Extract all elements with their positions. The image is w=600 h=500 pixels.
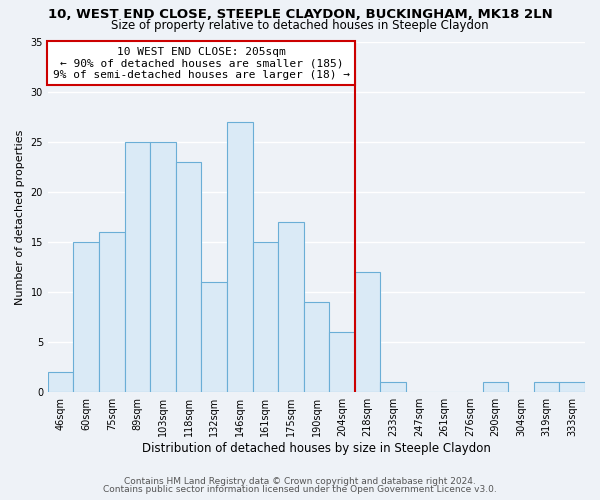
Bar [227, 122, 253, 392]
Bar [482, 382, 508, 392]
Bar [48, 372, 73, 392]
Bar [202, 282, 227, 392]
Bar [176, 162, 202, 392]
Bar [534, 382, 559, 392]
Y-axis label: Number of detached properties: Number of detached properties [15, 129, 25, 304]
Bar [380, 382, 406, 392]
Text: 10 WEST END CLOSE: 205sqm
← 90% of detached houses are smaller (185)
9% of semi-: 10 WEST END CLOSE: 205sqm ← 90% of detac… [53, 46, 350, 80]
Bar [278, 222, 304, 392]
Bar [355, 272, 380, 392]
Bar [125, 142, 150, 392]
Bar [559, 382, 585, 392]
Text: Contains HM Land Registry data © Crown copyright and database right 2024.: Contains HM Land Registry data © Crown c… [124, 477, 476, 486]
Text: 10, WEST END CLOSE, STEEPLE CLAYDON, BUCKINGHAM, MK18 2LN: 10, WEST END CLOSE, STEEPLE CLAYDON, BUC… [47, 8, 553, 20]
Text: Contains public sector information licensed under the Open Government Licence v3: Contains public sector information licen… [103, 485, 497, 494]
Bar [99, 232, 125, 392]
Bar [304, 302, 329, 392]
X-axis label: Distribution of detached houses by size in Steeple Claydon: Distribution of detached houses by size … [142, 442, 491, 455]
Bar [73, 242, 99, 392]
Text: Size of property relative to detached houses in Steeple Claydon: Size of property relative to detached ho… [111, 18, 489, 32]
Bar [150, 142, 176, 392]
Bar [329, 332, 355, 392]
Bar [253, 242, 278, 392]
